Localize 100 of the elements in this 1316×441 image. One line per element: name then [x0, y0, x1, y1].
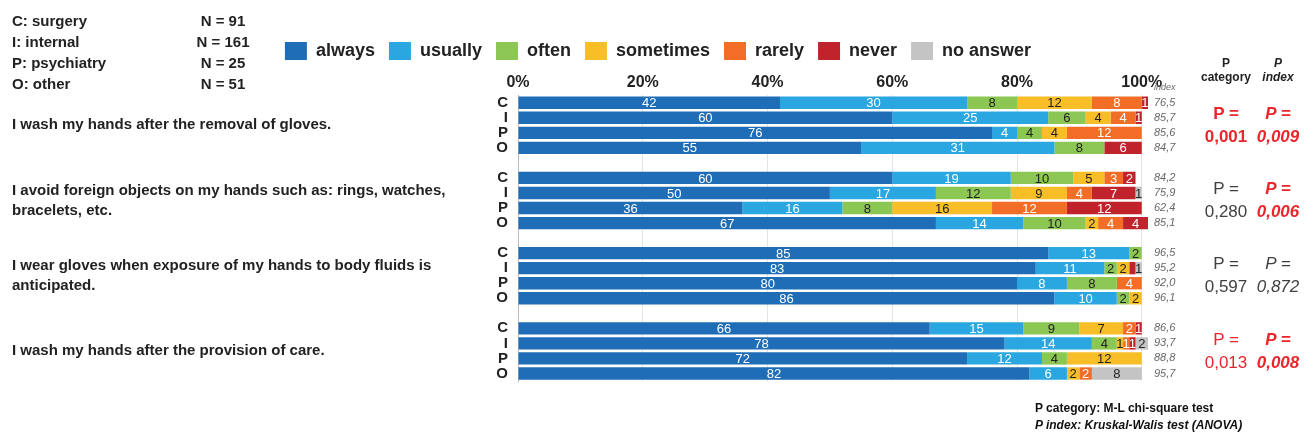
data-label: 4	[1094, 110, 1102, 126]
text: P category	[1200, 55, 1252, 84]
bar	[1041, 352, 1067, 365]
bar	[1129, 262, 1136, 275]
data-label: 2	[1119, 260, 1127, 276]
y-tick-label: C	[497, 243, 509, 261]
y-tick-label: I	[503, 333, 508, 351]
data-label: 50	[666, 185, 682, 201]
data-label: 6	[1063, 110, 1071, 126]
data-label: 9	[1035, 185, 1043, 201]
data-label: 2	[1131, 290, 1140, 306]
text: 85,6	[1154, 125, 1177, 138]
text: 96,5	[1154, 246, 1177, 259]
y-tick-label: O	[496, 213, 509, 231]
data-label: 60	[698, 170, 713, 186]
data-label: 16	[934, 200, 950, 216]
data-label: 3	[1110, 170, 1118, 186]
y-tick-label: O	[496, 137, 509, 155]
legend-label: rarely	[755, 39, 805, 60]
text: P category: M-L chi-square test	[1035, 401, 1214, 416]
bar	[518, 352, 968, 365]
data-label: 17	[875, 185, 891, 201]
data-label: 80	[760, 275, 775, 291]
bar	[1091, 186, 1136, 200]
data-label: 10	[1047, 215, 1062, 231]
data-label: 10	[1078, 290, 1093, 306]
bar	[518, 96, 780, 109]
bar	[518, 171, 893, 185]
data-label: 2	[1138, 335, 1146, 351]
text: 0,008	[1256, 352, 1300, 372]
data-label: 4	[1075, 185, 1083, 201]
y-tick-label: P	[497, 348, 508, 366]
bar	[1079, 322, 1124, 335]
data-label: 36	[623, 200, 638, 216]
bar	[518, 337, 1005, 350]
legend-label: never	[849, 39, 898, 60]
y-tick-label: P	[497, 273, 508, 291]
data-label: 12	[1097, 351, 1112, 367]
data-label: 8	[1113, 95, 1121, 111]
y-tick-label: C	[497, 318, 509, 336]
data-label: 14	[972, 215, 987, 231]
text: 0,597	[1204, 277, 1248, 297]
y-tick-label: C	[497, 168, 509, 186]
data-label: 8	[1075, 140, 1083, 156]
bar	[1017, 96, 1092, 109]
text: 62,4	[1154, 201, 1176, 214]
text: P =	[1213, 254, 1239, 274]
data-label: 8	[1038, 275, 1046, 291]
text: 92,0	[1154, 276, 1177, 289]
data-label: 60	[698, 110, 713, 126]
data-label: 8	[988, 95, 996, 111]
bar	[1091, 367, 1142, 380]
legend-label: no answer	[942, 39, 1032, 60]
data-label: 83	[769, 260, 785, 276]
data-label: 1	[1135, 260, 1143, 276]
bar	[1029, 367, 1067, 380]
data-label: 4	[1119, 110, 1127, 126]
data-label: 76	[748, 125, 763, 141]
x-tick-label: 80%	[1000, 73, 1034, 91]
text: 84,7	[1154, 140, 1177, 153]
data-label: 2	[1088, 215, 1096, 231]
data-label: 66	[716, 320, 732, 336]
text: I: internal	[12, 33, 80, 51]
data-label: 25	[962, 110, 978, 126]
text: P =	[1213, 329, 1239, 349]
text: N = 25	[200, 54, 246, 72]
data-label: 72	[735, 351, 751, 367]
data-label: 85	[776, 245, 791, 261]
x-tick-label: 40%	[751, 73, 784, 91]
data-label: 12	[1022, 200, 1037, 216]
text: 88,8	[1154, 351, 1177, 364]
bar	[518, 216, 936, 230]
data-label: 12	[1097, 200, 1112, 216]
data-label: 12	[1097, 125, 1112, 141]
text: 0,872	[1256, 277, 1300, 297]
data-label: 1	[1122, 335, 1130, 351]
bar	[992, 201, 1067, 215]
text: 76,5	[1154, 95, 1177, 108]
bar	[861, 141, 1055, 155]
text: I wash my hands after the removal of gloves.	[12, 115, 332, 133]
legend-label: often	[526, 39, 571, 60]
data-label: 4	[1125, 275, 1133, 291]
y-tick-label: P	[497, 198, 508, 216]
text: I wash my hands after the provision of care.	[12, 341, 325, 359]
data-label: 12	[1047, 95, 1062, 111]
text: I avoid foreign objects on my hands such as: rings, watches, bracelets, etc.	[12, 180, 446, 218]
text: 75,9	[1154, 186, 1176, 199]
text: 86,6	[1154, 321, 1177, 334]
y-tick-label: P	[497, 122, 508, 140]
text: O: other	[12, 75, 71, 93]
data-label: 2	[1125, 170, 1133, 186]
data-label: 11	[1063, 260, 1077, 276]
text: P =	[1265, 103, 1291, 123]
text: 95,7	[1154, 366, 1177, 379]
bar	[1035, 262, 1105, 275]
data-label: 31	[950, 140, 965, 156]
text: P =	[1265, 179, 1291, 199]
data-label: 6	[1119, 140, 1127, 156]
bar	[518, 277, 1018, 290]
data-label: 14	[1040, 335, 1056, 351]
